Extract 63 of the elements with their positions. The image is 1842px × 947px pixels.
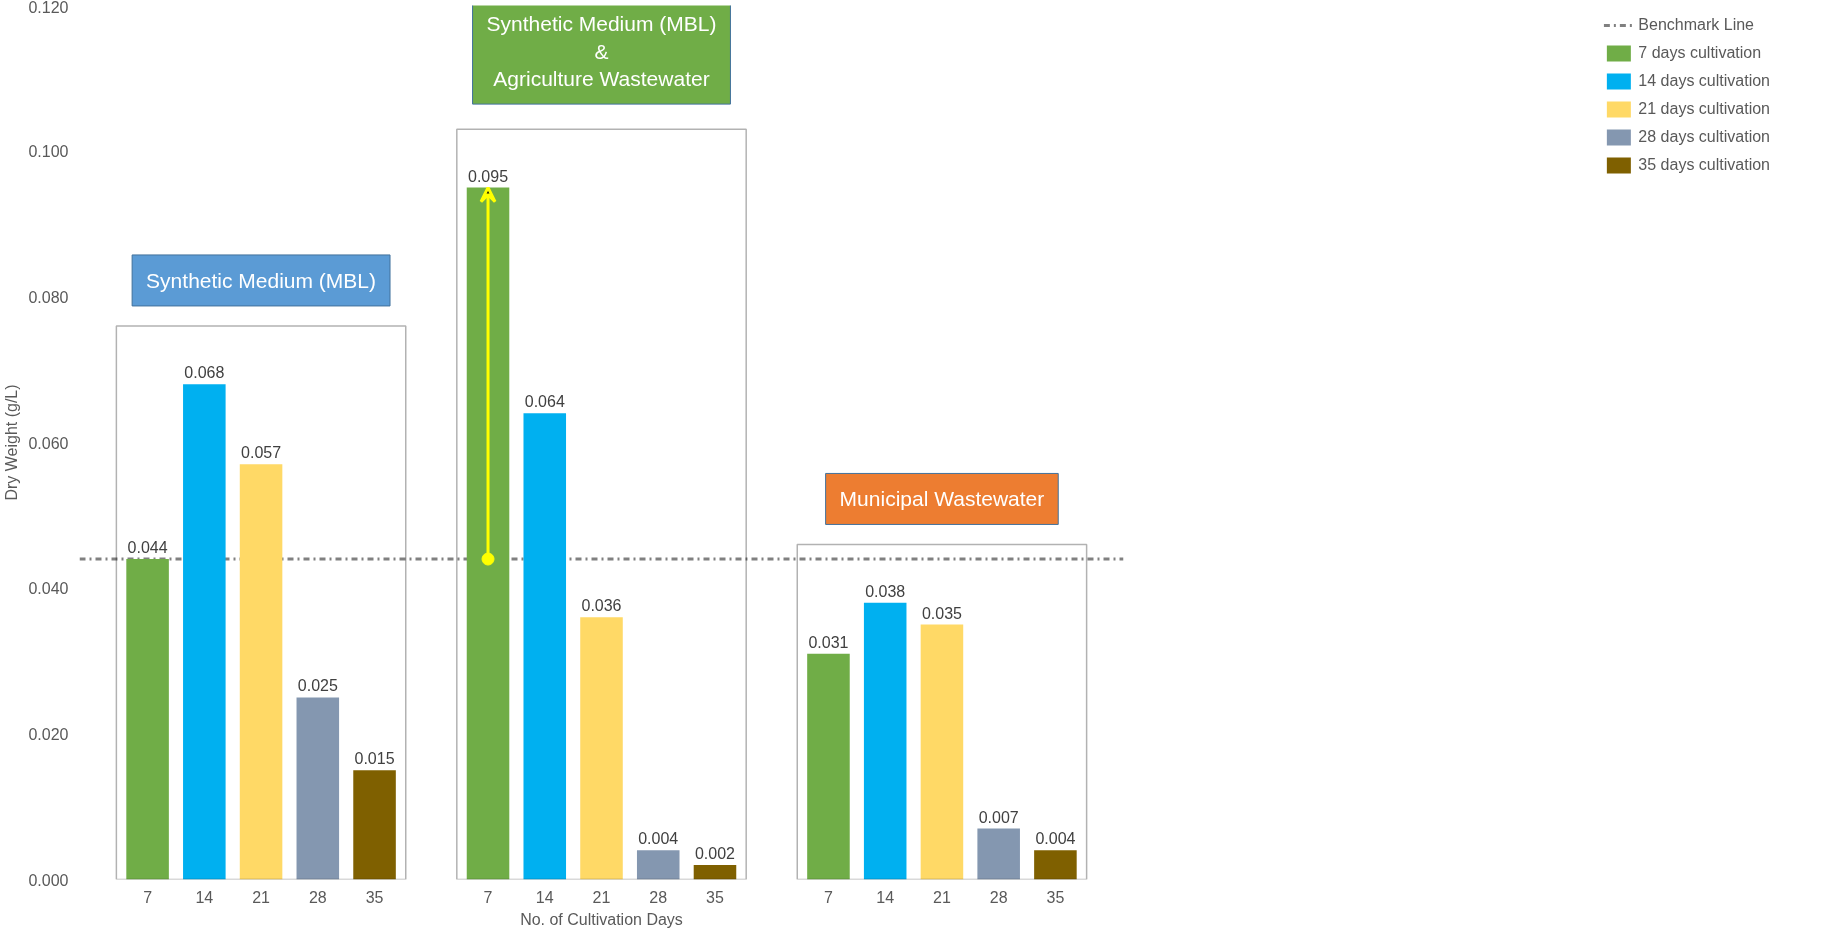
x-tick-label: 14 [195,888,214,906]
x-tick-label: 35 [365,888,384,906]
bar [126,559,169,880]
y-tick-label: 0.100 [28,143,69,161]
x-tick-label: 21 [252,888,271,906]
bar [920,624,964,880]
annotation: Synthetic Medium (MBL) & Agriculture Wastewater [486,11,717,91]
x-tick-label: 7 [824,888,834,906]
y-axis-title: Dry Weight (g/L) [3,384,21,501]
data-label: 0.025 [297,677,338,695]
x-tick-label: 35 [706,888,724,906]
bar [1034,850,1077,880]
x-tick-label: 14 [876,888,895,906]
legend-label: 28 days cultivation [1638,128,1770,146]
data-label: 0.036 [581,597,622,615]
legend-label: 7 days cultivation [1638,44,1762,62]
data-label: 0.064 [524,393,565,411]
x-axis-title: No. of Cultivation Days [520,910,683,928]
data-label: 0.095 [468,167,509,185]
x-tick-label: 14 [535,888,554,906]
x-tick-label: 35 [1046,888,1065,906]
x-tick-label: 7 [143,888,153,906]
data-label: 0.038 [865,582,906,600]
data-label: 0.057 [241,444,282,462]
x-tick-label: 7 [483,888,493,906]
x-tick-label: 21 [592,888,611,906]
bar [183,384,226,880]
annotation: Synthetic Medium (MBL) [146,268,377,292]
bar [523,413,567,880]
bar [466,187,510,880]
legend-label: 14 days cultivation [1638,72,1770,90]
bar [977,828,1020,880]
x-tick-label: 28 [649,888,668,906]
y-tick-label: 0.080 [28,288,69,306]
y-tick-label: 0.020 [28,725,69,743]
legend-label: 35 days cultivation [1638,156,1770,174]
data-label: 0.015 [354,750,395,768]
y-tick-label: 0.000 [28,871,69,889]
bar [693,864,737,880]
bar [239,464,283,880]
bar [863,602,907,880]
bar [580,617,623,880]
bar [296,697,340,880]
x-tick-label: 28 [308,888,327,906]
legend-label: 21 days cultivation [1638,100,1770,118]
data-label: 0.068 [184,364,225,382]
bar [807,653,850,880]
bar [636,850,680,880]
data-label: 0.031 [808,633,849,651]
data-label: 0.007 [978,808,1019,826]
data-label: 0.035 [921,604,963,622]
data-label: 0.002 [694,844,736,862]
y-tick-label: 0.120 [28,0,69,16]
y-tick-label: 0.060 [28,434,69,452]
legend-label: Benchmark Line [1638,16,1754,34]
data-label: 0.044 [127,539,168,557]
data-label: 0.004 [1035,830,1076,848]
annotation: Municipal Wastewater [839,487,1045,511]
x-tick-label: 28 [989,888,1008,906]
bar [353,770,396,880]
data-label: 0.004 [638,830,679,848]
x-tick-label: 21 [933,888,951,906]
y-tick-label: 0.040 [28,580,69,598]
